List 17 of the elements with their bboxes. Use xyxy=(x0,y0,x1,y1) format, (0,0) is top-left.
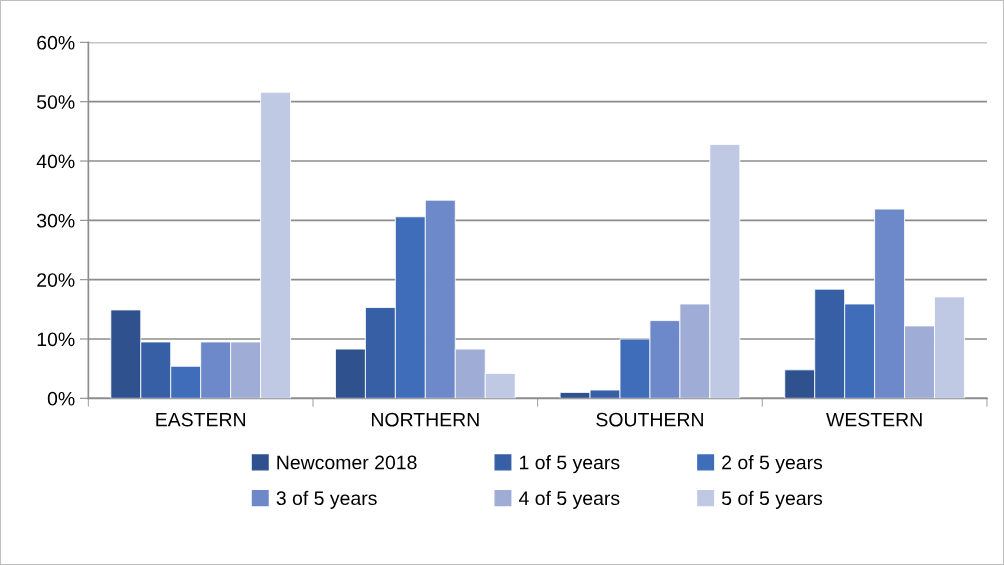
x-tick-label: SOUTHERN xyxy=(596,412,703,427)
y-tick-label: 10% xyxy=(37,332,75,347)
y-tick-label: 30% xyxy=(36,213,75,228)
legend-label: Newcomer 2018 xyxy=(277,455,417,470)
y-tick-label: 20% xyxy=(37,273,75,287)
x-tick-label: WESTERN xyxy=(826,412,922,427)
legend-label: 3 of 5 years xyxy=(276,490,377,509)
legend-label: 5 of 5 years xyxy=(721,490,823,509)
legend-label: 1 of 5 years xyxy=(519,455,620,474)
y-tick-label: 40% xyxy=(36,154,75,169)
x-tick-label: NORTHERN xyxy=(371,412,479,427)
legend-label: 4 of 5 years xyxy=(518,490,620,509)
legend-label: 2 of 5 years xyxy=(722,455,823,474)
y-tick-label: 50% xyxy=(37,95,75,109)
x-tick-label: EASTERN xyxy=(156,412,246,427)
y-tick-label: 60% xyxy=(37,35,75,50)
y-tick-label: 0% xyxy=(47,391,75,406)
